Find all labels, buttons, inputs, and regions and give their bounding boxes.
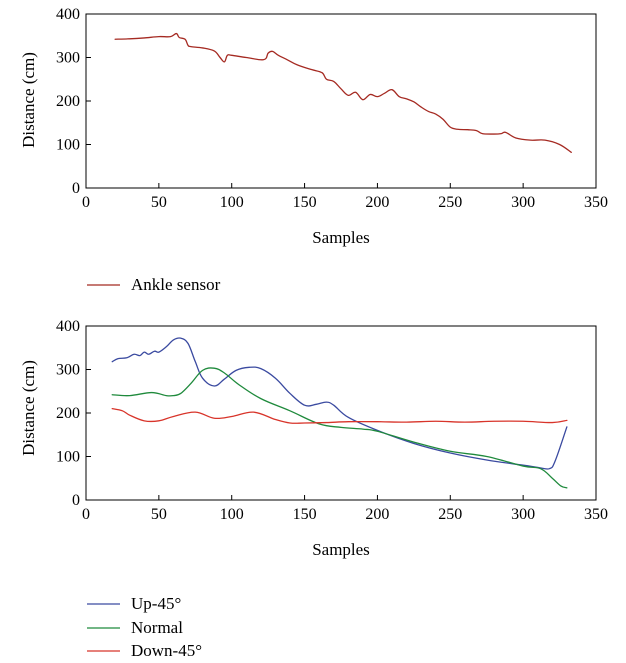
bottom-x-tick-label: 350: [584, 506, 608, 523]
top-x-tick-label: 250: [438, 194, 462, 211]
top-x-tick-label: 150: [293, 194, 317, 211]
bottom-y-tick-label: 100: [56, 449, 80, 466]
top-y-tick-label: 300: [56, 50, 80, 67]
bottom-x-tick-label: 200: [365, 506, 389, 523]
top-y-tick-label: 200: [56, 93, 80, 110]
bottom-x-tick-label: 50: [151, 506, 167, 523]
bottom-legend-label-normal: Normal: [131, 618, 183, 637]
top-x-tick-label: 0: [82, 194, 90, 211]
top-y-tick-label: 0: [72, 180, 80, 197]
bottom-y-tick-label: 400: [56, 318, 80, 335]
bottom-plot-lines: [111, 337, 568, 489]
bottom-y-tick-label: 0: [72, 492, 80, 509]
top-y-tick-label: 100: [56, 137, 80, 154]
bottom-y-tick-label: 300: [56, 362, 80, 379]
bottom-x-tick-label: 0: [82, 506, 90, 523]
top-x-tick-label: 100: [220, 194, 244, 211]
bottom-axis-ticks: 0 50 100 150 200 250 300 350 0 100 200 300 400: [56, 318, 608, 523]
top-plot-frame: [85, 13, 597, 189]
chart-bottom: Distance (cm) Samples 0 50 100 150 200 250 300…: [19, 318, 608, 660]
bottom-series-line-normal: [111, 367, 568, 489]
top-x-axis-title: Samples: [312, 228, 370, 247]
top-plot-lines: [114, 32, 572, 153]
bottom-series-line-down-45: [111, 408, 568, 424]
bottom-series-line-up-45: [111, 337, 568, 470]
top-y-tick-label: 400: [56, 6, 80, 23]
top-x-tick-label: 300: [511, 194, 535, 211]
bottom-plot-frame: [85, 325, 597, 501]
top-x-tick-label: 50: [151, 194, 167, 211]
bottom-x-tick-label: 300: [511, 506, 535, 523]
bottom-x-tick-label: 100: [220, 506, 244, 523]
top-x-tick-label: 200: [365, 194, 389, 211]
bottom-legend-label-up-45: Up-45°: [131, 594, 181, 613]
bottom-y-tick-label: 200: [56, 405, 80, 422]
bottom-x-tick-label: 250: [438, 506, 462, 523]
top-legend-label-ankle-sensor: Ankle sensor: [131, 275, 221, 294]
bottom-y-axis-title: Distance (cm): [19, 360, 38, 456]
top-y-axis-title: Distance (cm): [19, 52, 38, 148]
bottom-legend-label-down-45: Down-45°: [131, 641, 202, 660]
chart-top: Distance (cm) Samples 0 50 100 150 200 250 300…: [19, 6, 608, 294]
top-x-tick-label: 350: [584, 194, 608, 211]
top-series-line-ankle-sensor: [114, 32, 572, 153]
bottom-x-tick-label: 150: [293, 506, 317, 523]
bottom-x-axis-title: Samples: [312, 540, 370, 559]
top-axis-ticks: 0 50 100 150 200 250 300 350 0 100 200 300 400: [56, 6, 608, 211]
